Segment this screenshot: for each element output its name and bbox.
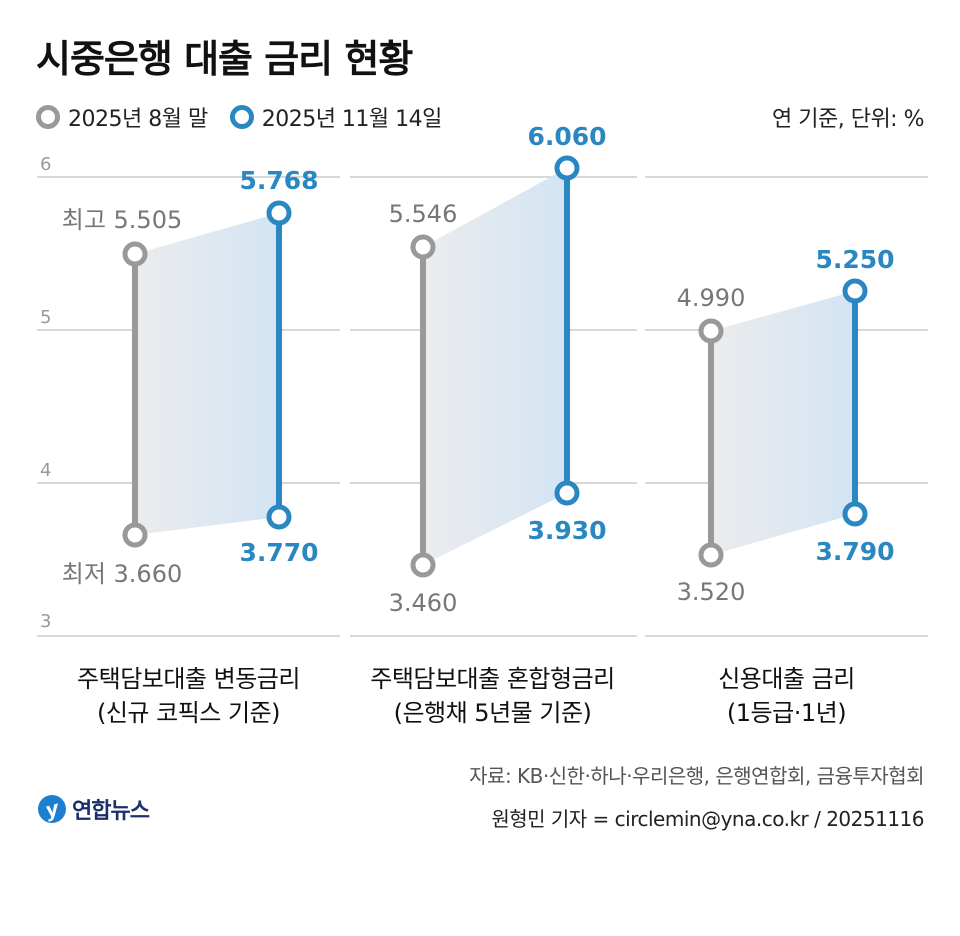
category-sub: (1등급·1년) xyxy=(726,699,847,727)
yonhap-logo-text: 연합뉴스 xyxy=(72,799,150,824)
category-label-variable-rate: 주택담보대출 변동금리 (신규 코픽스 기준) xyxy=(37,662,340,730)
legend-item-november: 2025년 11월 14일 xyxy=(229,101,443,133)
legend-label: 2025년 8월 말 xyxy=(68,107,208,132)
gray-ring-icon xyxy=(36,105,60,129)
panel-mixed-rate: 5.546 3.460 6.060 3.930 xyxy=(389,122,607,617)
marker-before-high xyxy=(410,234,436,260)
marker-after-high xyxy=(842,278,868,304)
legend: 2025년 8월 말 2025년 11월 14일 xyxy=(36,101,464,133)
marker-before-low xyxy=(122,522,148,548)
y-tick-3: 3 xyxy=(40,611,51,632)
label-after-low: 3.770 xyxy=(239,538,318,567)
chart-title: 시중은행 대출 금리 현황 xyxy=(36,37,413,81)
unit-note: 연 기준, 단위: % xyxy=(772,107,925,132)
yonhap-logo: y 연합뉴스 xyxy=(34,791,150,827)
range-band xyxy=(711,291,855,555)
dumbbell-chart: 6 5 4 3 최고 5.505 최저 3.660 5.768 3.770 5.… xyxy=(37,122,928,637)
yonhap-logo-icon: y xyxy=(34,791,70,827)
label-before-low: 최저 3.660 xyxy=(62,560,183,588)
y-axis-ticks: 6 5 4 3 xyxy=(40,154,51,632)
label-after-high: 6.060 xyxy=(527,122,606,151)
panel-variable-rate: 최고 5.505 최저 3.660 5.768 3.770 xyxy=(62,166,319,588)
label-before-high: 5.546 xyxy=(389,200,458,228)
label-after-low: 3.790 xyxy=(815,537,894,566)
label-before-high: 4.990 xyxy=(677,284,746,312)
range-band xyxy=(135,213,279,535)
byline: 원형민 기자 = circlemin@yna.co.kr / 20251116 xyxy=(491,807,924,831)
marker-before-high xyxy=(122,241,148,267)
blue-ring-icon xyxy=(229,105,254,129)
marker-before-high xyxy=(698,318,724,344)
marker-after-low xyxy=(842,501,868,527)
marker-before-low xyxy=(410,552,436,578)
label-before-high: 최고 5.505 xyxy=(62,206,183,234)
label-after-high: 5.250 xyxy=(815,245,894,274)
label-after-low: 3.930 xyxy=(527,516,606,545)
marker-after-high xyxy=(266,200,292,226)
range-band xyxy=(423,168,567,565)
category-label-mixed-rate: 주택담보대출 혼합형금리 (은행채 5년물 기준) xyxy=(340,662,645,730)
category-name: 주택담보대출 변동금리 xyxy=(77,665,300,693)
source-note: 자료: KB·신한·하나·우리은행, 은행연합회, 금융투자협회 xyxy=(469,764,924,788)
category-name: 신용대출 금리 xyxy=(718,665,855,693)
legend-item-august: 2025년 8월 말 xyxy=(36,101,208,133)
label-before-low: 3.460 xyxy=(389,589,458,617)
category-sub: (은행채 5년물 기준) xyxy=(393,699,592,727)
marker-after-low xyxy=(266,504,292,530)
category-label-credit-loan: 신용대출 금리 (1등급·1년) xyxy=(645,662,928,730)
y-tick-5: 5 xyxy=(40,307,51,328)
label-before-low: 3.520 xyxy=(677,578,746,606)
category-sub: (신규 코픽스 기준) xyxy=(96,699,281,727)
marker-after-low xyxy=(554,480,580,506)
label-after-high: 5.768 xyxy=(239,166,318,195)
legend-label: 2025년 11월 14일 xyxy=(261,107,443,132)
category-name: 주택담보대출 혼합형금리 xyxy=(370,665,615,693)
marker-after-high xyxy=(554,155,580,181)
y-tick-4: 4 xyxy=(40,460,51,481)
y-tick-6: 6 xyxy=(40,154,51,175)
marker-before-low xyxy=(698,542,724,568)
panel-credit-loan: 4.990 3.520 5.250 3.790 xyxy=(677,245,895,606)
